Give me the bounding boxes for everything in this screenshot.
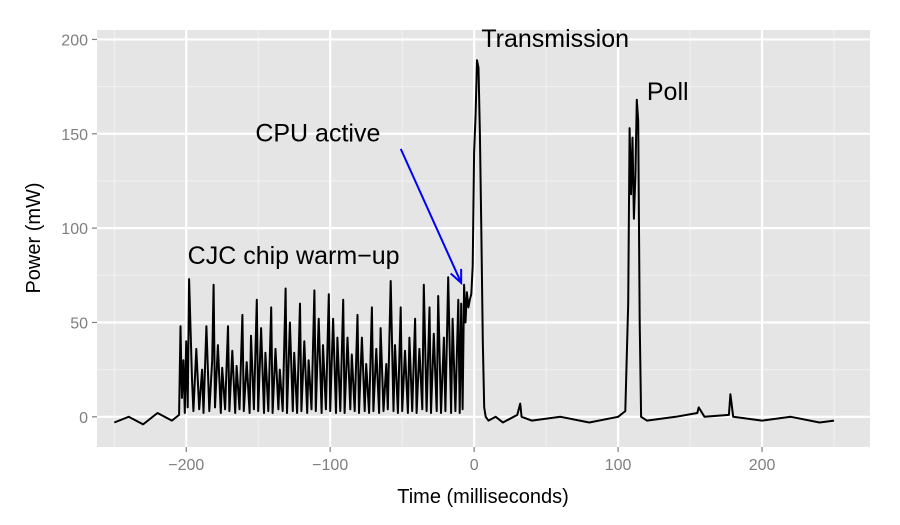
y-axis-title: Power (mW) [23,182,45,293]
y-tick-label: 100 [61,221,88,238]
x-tick-label: 200 [749,457,776,474]
annotation-layer: Transmission Poll CPU active CJC chip warm−… [188,25,689,286]
x-tick-label: 0 [470,457,479,474]
y-tick-label: 50 [70,315,88,332]
power-trace-line [113,59,835,426]
axis-ticks: −200 −100 0 100 200 0 50 100 150 200 [61,32,775,474]
y-tick-label: 200 [61,32,88,49]
cpu-active-arrow-head [450,268,463,286]
minor-gridlines [97,30,870,447]
cpu-active-label: CPU active [255,119,380,147]
cpu-active-arrow-shaft [399,148,463,284]
poll-label: Poll [647,78,689,106]
x-tick-label: 100 [605,457,632,474]
x-tick-label: −200 [168,457,204,474]
series-layer [113,59,835,426]
cjc-warmup-label: CJC chip warm−up [188,242,400,270]
y-tick-label: 150 [61,127,88,144]
y-tick-label: 0 [79,410,88,427]
transmission-label: Transmission [481,25,629,53]
x-axis-title: Time (milliseconds) [397,486,569,508]
x-tick-label: −100 [312,457,348,474]
